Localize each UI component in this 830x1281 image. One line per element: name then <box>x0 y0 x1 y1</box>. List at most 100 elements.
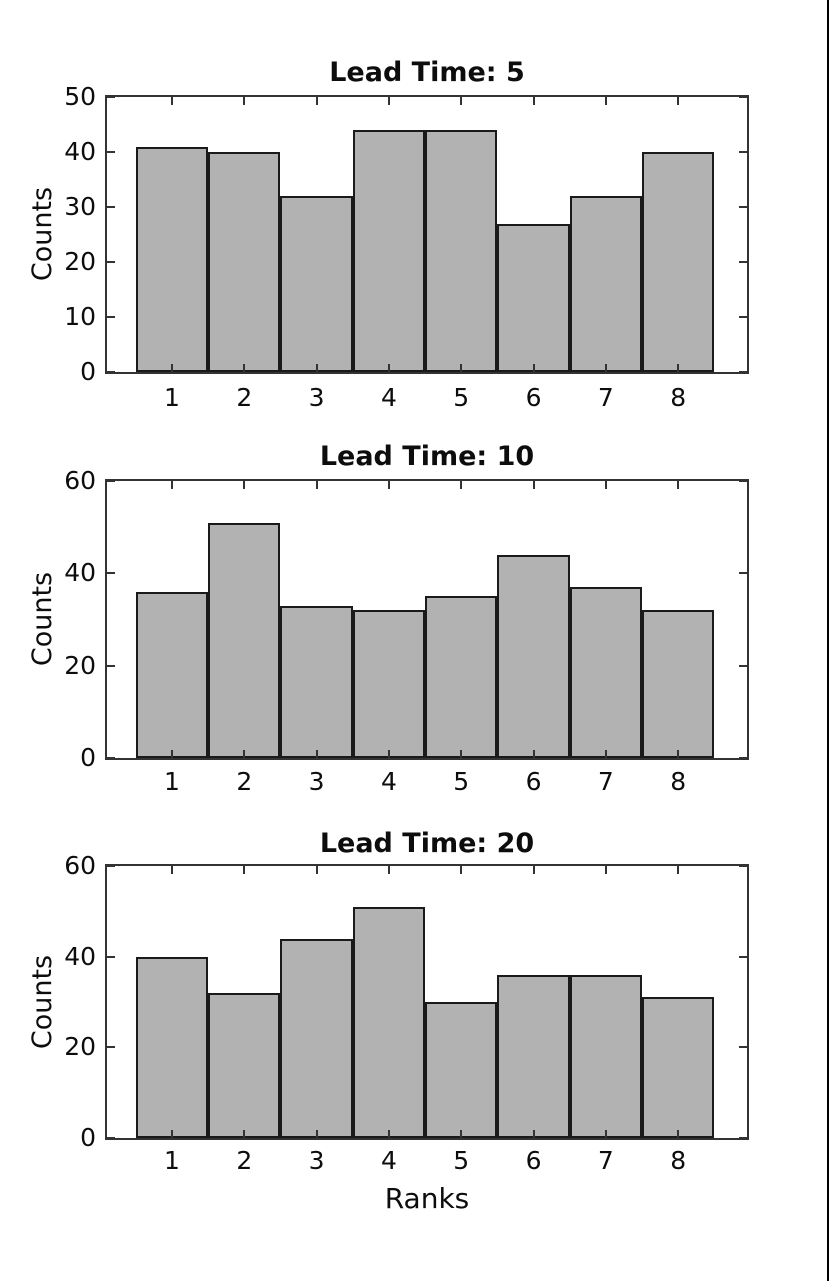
x-tick-label: 4 <box>380 383 397 412</box>
window-right-border <box>827 0 829 1281</box>
y-tick-mark <box>739 151 747 153</box>
y-tick-mark <box>739 664 747 667</box>
x-tick-mark <box>170 364 173 372</box>
bar-rank-5 <box>425 1002 498 1138</box>
y-tick-mark <box>107 206 115 208</box>
x-tick-mark <box>532 750 535 758</box>
x-tick-mark <box>460 1130 463 1138</box>
y-tick-label: 20 <box>64 247 96 276</box>
bar-rank-1 <box>135 591 209 758</box>
x-tick-mark <box>677 97 680 105</box>
bar-rank-3 <box>280 196 353 372</box>
bar-rank-5 <box>425 596 498 758</box>
y-tick-mark <box>739 316 747 318</box>
x-tick-label: 8 <box>670 767 687 796</box>
x-tick-label: 2 <box>236 767 253 796</box>
y-tick-label: 0 <box>80 1123 96 1152</box>
y-tick-mark <box>107 480 115 482</box>
bar-rank-8 <box>642 610 715 758</box>
y-tick-label: 60 <box>64 851 96 880</box>
x-tick-label: 5 <box>453 383 470 412</box>
y-tick-mark <box>107 96 115 98</box>
chart-title: Lead Time: 5 <box>329 57 525 88</box>
x-tick-label: 6 <box>525 767 542 796</box>
y-tick-mark <box>107 371 115 373</box>
y-tick-label: 30 <box>64 192 96 221</box>
x-tick-mark <box>677 1130 680 1138</box>
bar-rank-3 <box>280 605 353 758</box>
x-tick-label: 7 <box>597 767 614 796</box>
x-tick-label: 1 <box>164 383 180 412</box>
y-tick-label: 20 <box>64 650 96 680</box>
y-axis-label: Counts <box>26 571 58 667</box>
y-tick-mark <box>107 261 115 263</box>
y-tick-mark <box>107 757 115 759</box>
x-tick-mark <box>532 481 535 489</box>
y-tick-mark <box>107 316 115 318</box>
y-tick-label: 20 <box>64 1032 96 1062</box>
x-tick-mark <box>532 1130 535 1138</box>
x-tick-mark <box>170 481 173 489</box>
x-tick-label: 5 <box>453 1146 470 1175</box>
x-tick-mark <box>532 866 535 874</box>
bar-rank-1 <box>135 956 209 1138</box>
x-tick-label: 3 <box>308 767 325 796</box>
y-tick-label: 0 <box>80 357 96 386</box>
x-tick-mark <box>170 1130 173 1138</box>
bar-rank-2 <box>208 992 281 1138</box>
y-tick-mark <box>107 865 115 867</box>
y-tick-label: 40 <box>64 558 96 588</box>
x-tick-label: 4 <box>380 767 397 796</box>
x-tick-mark <box>604 750 607 758</box>
x-tick-mark <box>315 866 318 874</box>
x-tick-mark <box>170 97 173 105</box>
x-tick-mark <box>604 866 607 874</box>
x-tick-label: 6 <box>525 383 542 412</box>
y-tick-mark <box>739 757 747 759</box>
x-tick-mark <box>243 97 246 105</box>
x-tick-label: 8 <box>670 383 687 412</box>
x-tick-mark <box>604 97 607 105</box>
y-tick-label: 50 <box>64 82 96 111</box>
y-tick-mark <box>107 572 115 575</box>
y-tick-mark <box>739 261 747 263</box>
y-tick-mark <box>107 664 115 667</box>
bar-rank-7 <box>569 196 643 372</box>
x-tick-mark <box>243 866 246 874</box>
bar-rank-6 <box>497 554 570 758</box>
y-tick-mark <box>739 1046 747 1049</box>
x-tick-label: 4 <box>380 1146 397 1175</box>
bar-rank-1 <box>135 146 209 372</box>
x-tick-mark <box>387 866 390 874</box>
x-tick-label: 8 <box>670 1146 687 1175</box>
x-tick-label: 1 <box>164 1146 180 1175</box>
chart-title: Lead Time: 10 <box>319 441 535 472</box>
x-tick-mark <box>677 481 680 489</box>
x-tick-label: 3 <box>308 383 325 412</box>
bar-rank-8 <box>642 152 715 372</box>
y-tick-label: 40 <box>64 137 96 166</box>
x-tick-mark <box>460 866 463 874</box>
x-tick-mark <box>387 750 390 758</box>
y-tick-label: 40 <box>64 941 96 971</box>
x-tick-label: 1 <box>164 767 180 796</box>
x-tick-mark <box>243 1130 246 1138</box>
x-tick-mark <box>677 750 680 758</box>
bar-rank-4 <box>352 906 426 1138</box>
y-tick-label: 60 <box>64 466 96 495</box>
bar-rank-6 <box>497 974 570 1138</box>
x-tick-mark <box>243 750 246 758</box>
y-tick-mark <box>739 1137 747 1139</box>
bar-rank-7 <box>569 974 643 1138</box>
x-tick-mark <box>387 364 390 372</box>
x-axis-label: Ranks <box>384 1182 470 1215</box>
x-tick-label: 7 <box>597 1146 614 1175</box>
y-tick-mark <box>107 1137 115 1139</box>
y-tick-mark <box>739 96 747 98</box>
x-tick-mark <box>460 481 463 489</box>
x-tick-mark <box>315 364 318 372</box>
